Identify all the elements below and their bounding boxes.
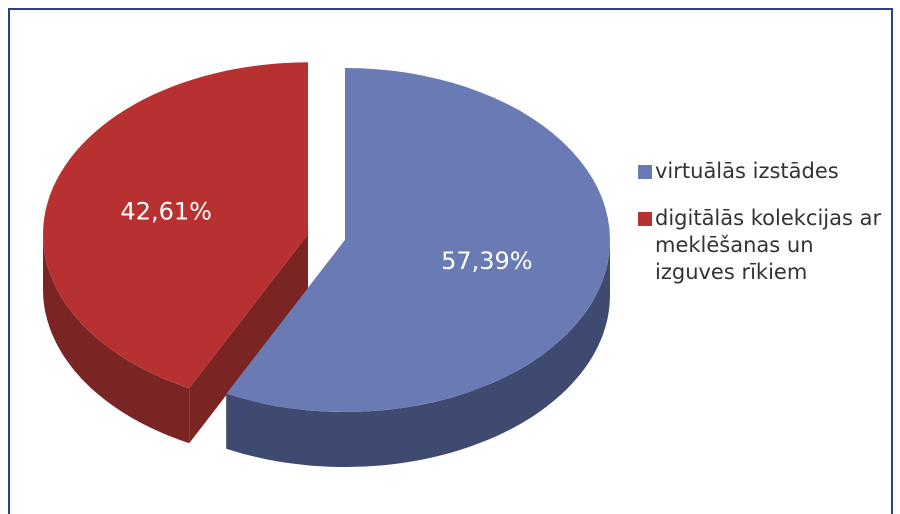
slice-side — [43, 234, 190, 444]
frame — [8, 8, 893, 514]
legend-item: virtuālās izstādes — [638, 158, 888, 185]
legend-swatch — [638, 212, 652, 226]
data-label: 57,39% — [441, 247, 533, 275]
data-label: 42,61% — [120, 198, 212, 226]
legend-swatch — [638, 165, 652, 179]
legend-item: digitālās kolekcijas ar meklēšanas un iz… — [638, 205, 888, 286]
legend-label: digitālās kolekcijas ar meklēšanas un iz… — [655, 206, 882, 284]
slice — [226, 68, 611, 412]
slice — [43, 62, 308, 389]
legend-label: virtuālās izstādes — [655, 159, 839, 183]
slice-cut-wall — [189, 234, 308, 444]
slice-side — [226, 240, 611, 467]
legend: virtuālās izstādes digitālās kolekcijas a… — [638, 158, 888, 306]
